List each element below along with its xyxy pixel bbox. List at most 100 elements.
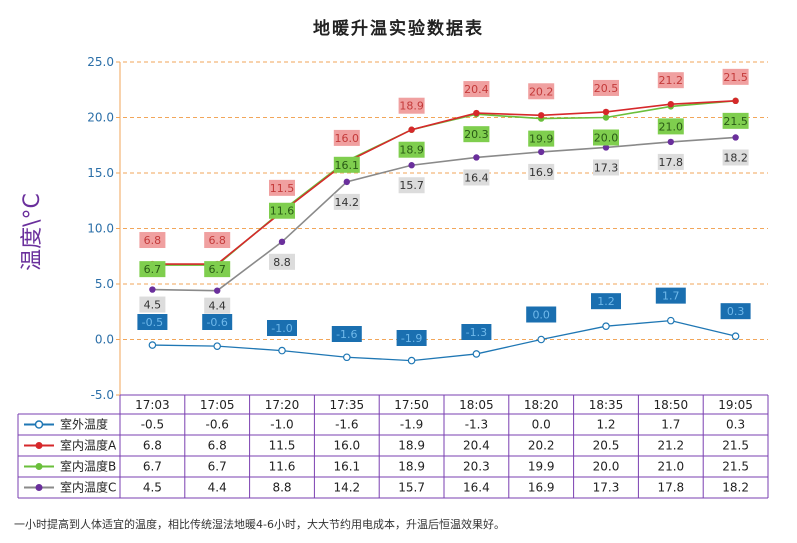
data-label-box	[528, 130, 555, 147]
data-label: 8.8	[273, 256, 291, 269]
data-point	[214, 287, 221, 294]
table-cell-value: -0.5	[141, 418, 164, 432]
data-point	[342, 353, 351, 362]
data-label: 18.9	[399, 100, 424, 113]
table-cell-value: -1.0	[270, 418, 293, 432]
table-cell-value: 16.1	[333, 460, 360, 474]
table-cell-value: 0.0	[532, 418, 551, 432]
data-label-box	[591, 293, 621, 310]
data-label-box	[202, 314, 233, 330]
x-tick-label: 17:05	[200, 398, 235, 412]
data-label-box	[331, 326, 362, 342]
table-cell-value: 11.5	[269, 439, 296, 453]
y-tick-label: -5.0	[91, 388, 114, 402]
y-tick-label: 5.0	[95, 277, 114, 291]
x-tick-label: 18:20	[524, 398, 559, 412]
y-tick-label: 15.0	[87, 166, 114, 180]
data-label: 16.4	[464, 171, 489, 184]
data-point	[213, 342, 222, 350]
data-point	[537, 335, 546, 344]
table-cell-value: 20.0	[593, 460, 620, 474]
data-label-box	[461, 324, 492, 340]
table-cell-value: 6.7	[208, 460, 227, 474]
data-label: -1.9	[401, 332, 422, 345]
table-cell-value: 18.9	[398, 460, 425, 474]
data-point	[667, 138, 674, 146]
data-label: 16.1	[335, 159, 360, 172]
data-label-box	[593, 159, 619, 176]
x-tick-label: 18:35	[589, 398, 624, 412]
x-tick-label: 18:50	[654, 398, 689, 412]
data-label-box	[528, 163, 555, 180]
table-cell-value: 20.2	[528, 439, 555, 453]
table-cell-value: 20.4	[463, 439, 490, 453]
y-tick-label: 20.0	[87, 111, 114, 125]
data-label-box	[655, 287, 686, 304]
data-label-box	[526, 306, 557, 323]
data-point	[602, 322, 610, 330]
data-label: 20.2	[529, 85, 554, 98]
series-line	[152, 136, 736, 292]
data-label-box	[204, 232, 231, 249]
data-label: 20.0	[594, 132, 619, 145]
table-cell-value: 21.5	[722, 460, 749, 474]
data-label: 16.0	[335, 132, 360, 145]
data-label-box	[204, 261, 231, 278]
legend-marker	[35, 463, 43, 470]
data-point	[407, 356, 416, 365]
table-cell-value: -1.6	[335, 418, 358, 432]
data-label-box	[333, 156, 360, 173]
table-cell-value: 15.7	[398, 481, 425, 495]
data-label: 11.5	[270, 182, 295, 195]
y-tick-label: 0.0	[95, 333, 114, 347]
data-label: 17.8	[659, 156, 684, 169]
table-cell-value: 16.0	[333, 439, 360, 453]
table-cell-value: -1.3	[465, 418, 488, 432]
data-point	[408, 162, 415, 169]
data-label: -1.6	[336, 328, 357, 341]
table-cell-value: 1.2	[596, 418, 615, 432]
data-point	[538, 148, 545, 156]
x-tick-label: 18:05	[459, 398, 494, 412]
data-label-box	[398, 141, 425, 158]
table-cell-value: 20.5	[593, 439, 620, 453]
x-tick-label: 17:03	[135, 398, 170, 412]
data-label: 15.7	[399, 179, 424, 192]
legend-label: 室内温度B	[60, 459, 116, 474]
table-cell-value: 11.6	[269, 460, 296, 474]
legend-marker	[35, 442, 43, 449]
data-label-box	[333, 193, 360, 210]
data-point	[667, 100, 674, 108]
data-label: 6.7	[144, 263, 162, 276]
data-point	[473, 154, 480, 161]
x-tick-label: 17:20	[265, 398, 300, 412]
data-label-box	[722, 149, 749, 166]
y-tick-label: 10.0	[87, 222, 114, 236]
footnote: 一小时提高到人体适宜的温度，相比传统湿法地暖4-6小时，大大节约用电成本，升温后…	[14, 518, 505, 531]
data-point	[149, 286, 156, 293]
table-cell-value: 4.5	[143, 481, 162, 495]
data-label-box	[269, 253, 295, 270]
data-point	[602, 144, 610, 151]
data-label: -1.3	[466, 326, 487, 339]
table-cell-value: 1.7	[661, 418, 680, 432]
data-point	[278, 238, 286, 246]
table-cell-value: 18.2	[722, 481, 749, 495]
data-point	[148, 341, 157, 349]
table-cell-value: -0.6	[205, 418, 228, 432]
table-cell-value: 20.3	[463, 460, 490, 474]
data-label: 0.0	[532, 309, 550, 322]
y-tick-label: 25.0	[87, 55, 114, 69]
data-label-box	[657, 153, 684, 170]
data-label: 6.8	[208, 234, 226, 247]
data-label: 20.4	[464, 83, 489, 96]
table-cell-value: 6.7	[143, 460, 162, 474]
series-line	[152, 319, 736, 362]
data-point	[472, 350, 481, 358]
legend-marker	[34, 420, 44, 429]
data-label-box	[139, 232, 166, 249]
data-label-box	[398, 177, 425, 194]
table-cell-value: 17.8	[657, 481, 684, 495]
legend-label: 室内温度C	[60, 480, 116, 495]
data-point	[408, 126, 415, 133]
